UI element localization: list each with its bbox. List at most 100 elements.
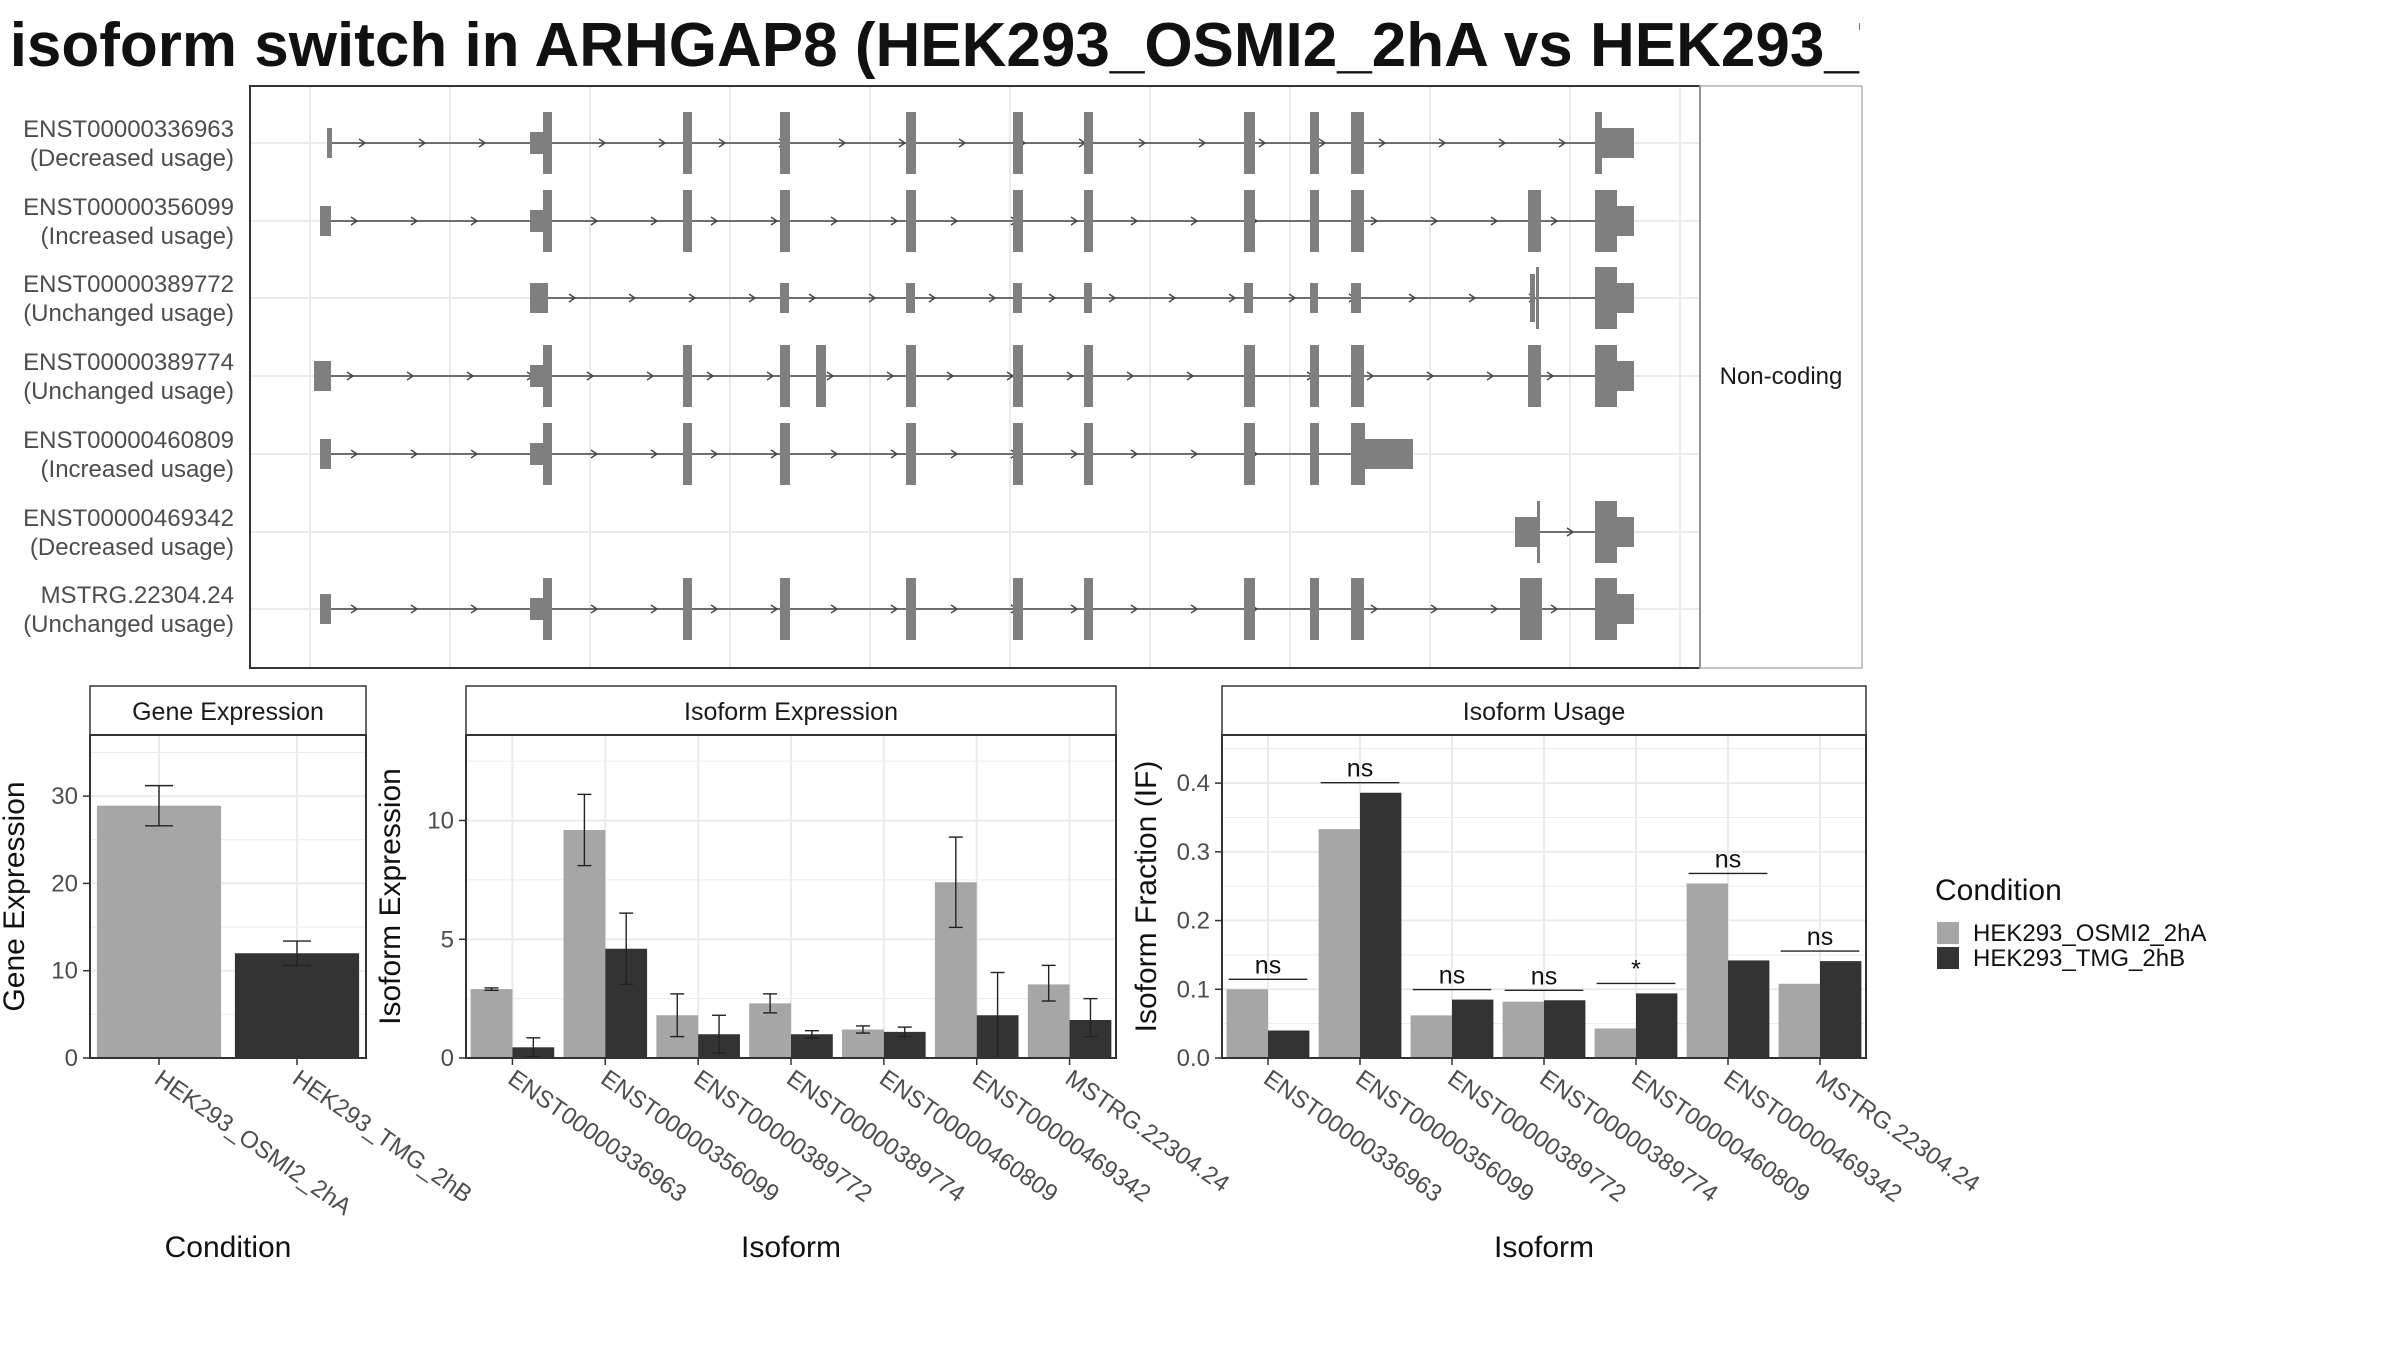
- strand-arrow: [1366, 371, 1375, 381]
- strand-arrow: [1186, 371, 1195, 381]
- exon-block: [1244, 345, 1255, 407]
- exon-block: [1351, 190, 1364, 252]
- strand-arrow: [1550, 216, 1559, 226]
- strand-arrow: [1130, 449, 1139, 459]
- strand-arrow: [1126, 371, 1135, 381]
- bar: [1544, 1000, 1586, 1058]
- exon-block: [1351, 345, 1364, 407]
- panel-strip-title: Isoform Usage: [1463, 698, 1626, 726]
- y-axis-title: Gene Expression: [0, 781, 31, 1011]
- exon-block: [906, 423, 916, 485]
- exon-block: [906, 112, 916, 174]
- exon-block: [1244, 423, 1255, 485]
- strand-arrow: [406, 371, 415, 381]
- strand-arrow: [898, 138, 907, 148]
- exon-block: [314, 361, 331, 391]
- x-axis-title: Isoform: [741, 1231, 841, 1264]
- exon-block: [1595, 112, 1602, 174]
- exon-block: [1617, 283, 1634, 313]
- strip-box: [1699, 85, 1863, 669]
- exon-block: [543, 578, 552, 640]
- strand-arrow: [710, 449, 719, 459]
- exon-block: [780, 112, 790, 174]
- bar: [1452, 999, 1494, 1058]
- strand-arrow: [410, 604, 419, 614]
- strand-arrow: [1490, 216, 1499, 226]
- exon-block: [1244, 283, 1253, 313]
- exon-block: [906, 190, 916, 252]
- transcript-id-label: ENST00000389774: [23, 349, 234, 376]
- exon-block: [1351, 578, 1364, 640]
- strand-arrow: [350, 604, 359, 614]
- exon-block: [327, 128, 332, 158]
- exon-block: [1595, 345, 1617, 407]
- strand-arrow: [770, 449, 779, 459]
- strand-arrow: [1048, 293, 1057, 303]
- strand-arrow: [418, 138, 427, 148]
- transcript-usage-label: (Decreased usage): [30, 145, 234, 172]
- exon-block: [1310, 345, 1319, 407]
- bar: [1820, 961, 1862, 1058]
- strand-arrow: [1066, 371, 1075, 381]
- strand-arrow: [410, 216, 419, 226]
- strand-arrow: [1498, 138, 1507, 148]
- exon-block: [906, 283, 915, 313]
- strand-arrow: [598, 138, 607, 148]
- y-tick-label: 0.1: [1177, 976, 1210, 1003]
- strand-arrow: [950, 604, 959, 614]
- legend-title: Condition: [1935, 874, 2062, 907]
- y-tick-label: 10: [427, 808, 454, 835]
- bar: [470, 989, 513, 1058]
- transcript-id-label: ENST00000469342: [23, 505, 234, 532]
- x-tick-label: MSTRG.22304.24: [1060, 1065, 1234, 1198]
- exon-block: [1595, 578, 1617, 640]
- bar: [234, 953, 360, 1058]
- strand-arrow: [1490, 604, 1499, 614]
- strand-arrow: [1546, 371, 1555, 381]
- transcript-usage-label: (Unchanged usage): [23, 300, 234, 327]
- exon-block: [320, 439, 331, 469]
- strand-arrow: [890, 604, 899, 614]
- exon-block: [1520, 578, 1542, 640]
- strand-arrow: [478, 138, 487, 148]
- exon-block: [320, 206, 331, 236]
- strand-arrow: [890, 216, 899, 226]
- bar: [1686, 883, 1728, 1058]
- legend-label: HEK293_TMG_2hB: [1973, 945, 2185, 972]
- strand-arrow: [1190, 449, 1199, 459]
- exon-block: [816, 345, 826, 407]
- strand-arrow: [770, 216, 779, 226]
- strand-arrow: [830, 604, 839, 614]
- strand-arrow: [1288, 293, 1297, 303]
- strand-arrow: [1550, 604, 1559, 614]
- y-tick-label: 20: [51, 870, 78, 897]
- exon-block: [1084, 112, 1093, 174]
- exon-block: [906, 578, 916, 640]
- transcript-usage-label: (Decreased usage): [30, 534, 234, 561]
- exon-block: [1617, 206, 1634, 236]
- exon-block: [1530, 274, 1535, 322]
- panel-strip-title: Gene Expression: [132, 698, 324, 726]
- y-tick-label: 10: [51, 958, 78, 985]
- transcript-id-label: ENST00000460809: [23, 427, 234, 454]
- significance-label: *: [1631, 955, 1641, 983]
- transcript-usage-label: (Unchanged usage): [23, 378, 234, 405]
- exon-block: [1244, 112, 1255, 174]
- strand-arrow: [1426, 371, 1435, 381]
- x-axis-title: Condition: [165, 1231, 292, 1264]
- strand-arrow: [1318, 138, 1327, 148]
- exon-block: [683, 190, 692, 252]
- exon-block: [1084, 190, 1093, 252]
- exon-block: [780, 283, 789, 313]
- strand-arrow: [350, 216, 359, 226]
- exon-block: [1013, 112, 1023, 174]
- bar: [1778, 983, 1820, 1058]
- title-clip: e isoform switch in ARHGAP8 (HEK293_OSMI…: [0, 0, 1860, 90]
- strand-arrow: [1198, 138, 1207, 148]
- exon-block: [320, 594, 331, 624]
- exon-block: [1013, 190, 1023, 252]
- exon-block: [1536, 267, 1539, 329]
- exon-block: [1084, 578, 1093, 640]
- exon-block: [1617, 517, 1634, 547]
- panel-strip-title: Isoform Expression: [684, 698, 898, 726]
